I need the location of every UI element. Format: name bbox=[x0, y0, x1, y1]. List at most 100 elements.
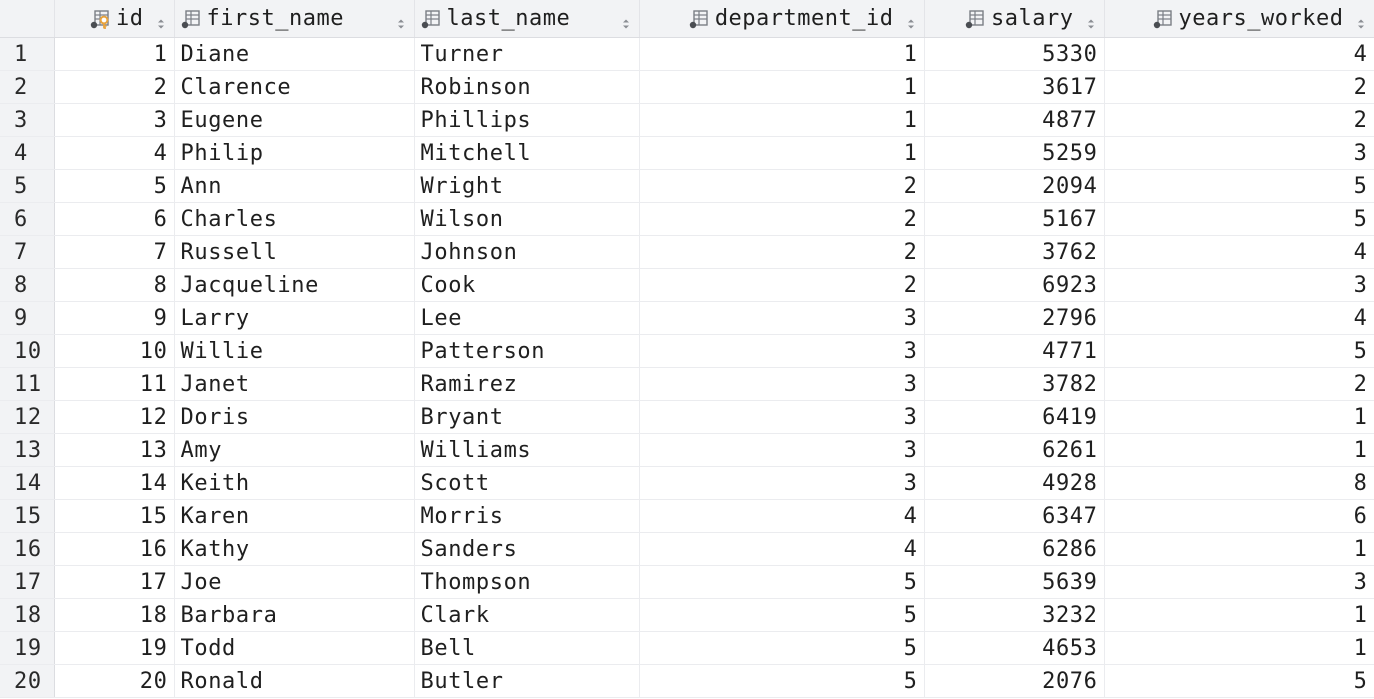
cell-id[interactable]: 17 bbox=[54, 565, 175, 599]
table-row[interactable]: 16 16 Kathy Sanders 4 6286 1 bbox=[0, 532, 1374, 566]
cell-last-name[interactable]: Thompson bbox=[414, 565, 640, 599]
cell-department-id[interactable]: 3 bbox=[639, 400, 925, 434]
table-row[interactable]: 6 6 Charles Wilson 2 5167 5 bbox=[0, 202, 1374, 236]
cell-department-id[interactable]: 5 bbox=[639, 664, 925, 698]
cell-last-name[interactable]: Wright bbox=[414, 169, 640, 203]
row-number[interactable]: 10 bbox=[0, 334, 55, 368]
cell-last-name[interactable]: Wilson bbox=[414, 202, 640, 236]
cell-last-name[interactable]: Butler bbox=[414, 664, 640, 698]
cell-id[interactable]: 12 bbox=[54, 400, 175, 434]
cell-salary[interactable]: 2796 bbox=[924, 301, 1105, 335]
cell-department-id[interactable]: 2 bbox=[639, 202, 925, 236]
row-number[interactable]: 1 bbox=[0, 37, 55, 71]
sort-icon[interactable] bbox=[396, 12, 406, 28]
cell-years-worked[interactable]: 3 bbox=[1104, 136, 1374, 170]
row-number[interactable]: 7 bbox=[0, 235, 55, 269]
cell-last-name[interactable]: Sanders bbox=[414, 532, 640, 566]
cell-last-name[interactable]: Scott bbox=[414, 466, 640, 500]
cell-years-worked[interactable]: 4 bbox=[1104, 37, 1374, 71]
cell-last-name[interactable]: Morris bbox=[414, 499, 640, 533]
cell-years-worked[interactable]: 1 bbox=[1104, 400, 1374, 434]
row-number[interactable]: 4 bbox=[0, 136, 55, 170]
cell-years-worked[interactable]: 2 bbox=[1104, 70, 1374, 104]
cell-first-name[interactable]: Joe bbox=[174, 565, 415, 599]
cell-last-name[interactable]: Ramirez bbox=[414, 367, 640, 401]
cell-last-name[interactable]: Robinson bbox=[414, 70, 640, 104]
cell-first-name[interactable]: Ronald bbox=[174, 664, 415, 698]
cell-first-name[interactable]: Willie bbox=[174, 334, 415, 368]
row-number[interactable]: 5 bbox=[0, 169, 55, 203]
cell-first-name[interactable]: Russell bbox=[174, 235, 415, 269]
cell-department-id[interactable]: 1 bbox=[639, 103, 925, 137]
sort-icon[interactable] bbox=[906, 12, 916, 28]
table-row[interactable]: 15 15 Karen Morris 4 6347 6 bbox=[0, 499, 1374, 533]
cell-id[interactable]: 1 bbox=[54, 37, 175, 71]
cell-salary[interactable]: 4928 bbox=[924, 466, 1105, 500]
cell-salary[interactable]: 3782 bbox=[924, 367, 1105, 401]
cell-id[interactable]: 16 bbox=[54, 532, 175, 566]
cell-years-worked[interactable]: 8 bbox=[1104, 466, 1374, 500]
cell-salary[interactable]: 6419 bbox=[924, 400, 1105, 434]
cell-last-name[interactable]: Bell bbox=[414, 631, 640, 665]
column-header-last-name[interactable]: last_name bbox=[414, 0, 640, 38]
row-number[interactable]: 9 bbox=[0, 301, 55, 335]
cell-id[interactable]: 14 bbox=[54, 466, 175, 500]
cell-id[interactable]: 15 bbox=[54, 499, 175, 533]
cell-years-worked[interactable]: 1 bbox=[1104, 598, 1374, 632]
cell-department-id[interactable]: 4 bbox=[639, 532, 925, 566]
cell-last-name[interactable]: Bryant bbox=[414, 400, 640, 434]
cell-id[interactable]: 6 bbox=[54, 202, 175, 236]
row-number[interactable]: 17 bbox=[0, 565, 55, 599]
cell-salary[interactable]: 5639 bbox=[924, 565, 1105, 599]
cell-first-name[interactable]: Todd bbox=[174, 631, 415, 665]
table-row[interactable]: 2 2 Clarence Robinson 1 3617 2 bbox=[0, 70, 1374, 104]
row-number[interactable]: 3 bbox=[0, 103, 55, 137]
cell-first-name[interactable]: Diane bbox=[174, 37, 415, 71]
cell-salary[interactable]: 3232 bbox=[924, 598, 1105, 632]
table-row[interactable]: 8 8 Jacqueline Cook 2 6923 3 bbox=[0, 268, 1374, 302]
table-row[interactable]: 14 14 Keith Scott 3 4928 8 bbox=[0, 466, 1374, 500]
cell-years-worked[interactable]: 6 bbox=[1104, 499, 1374, 533]
cell-last-name[interactable]: Cook bbox=[414, 268, 640, 302]
cell-years-worked[interactable]: 5 bbox=[1104, 664, 1374, 698]
cell-first-name[interactable]: Karen bbox=[174, 499, 415, 533]
cell-department-id[interactable]: 3 bbox=[639, 433, 925, 467]
table-row[interactable]: 5 5 Ann Wright 2 2094 5 bbox=[0, 169, 1374, 203]
cell-first-name[interactable]: Janet bbox=[174, 367, 415, 401]
cell-department-id[interactable]: 5 bbox=[639, 565, 925, 599]
cell-salary[interactable]: 4771 bbox=[924, 334, 1105, 368]
cell-salary[interactable]: 5259 bbox=[924, 136, 1105, 170]
cell-last-name[interactable]: Patterson bbox=[414, 334, 640, 368]
cell-first-name[interactable]: Eugene bbox=[174, 103, 415, 137]
cell-years-worked[interactable]: 3 bbox=[1104, 268, 1374, 302]
cell-years-worked[interactable]: 5 bbox=[1104, 202, 1374, 236]
cell-id[interactable]: 18 bbox=[54, 598, 175, 632]
table-row[interactable]: 12 12 Doris Bryant 3 6419 1 bbox=[0, 400, 1374, 434]
cell-id[interactable]: 7 bbox=[54, 235, 175, 269]
table-row[interactable]: 4 4 Philip Mitchell 1 5259 3 bbox=[0, 136, 1374, 170]
cell-department-id[interactable]: 3 bbox=[639, 334, 925, 368]
cell-department-id[interactable]: 3 bbox=[639, 367, 925, 401]
cell-last-name[interactable]: Phillips bbox=[414, 103, 640, 137]
cell-salary[interactable]: 6261 bbox=[924, 433, 1105, 467]
table-row[interactable]: 19 19 Todd Bell 5 4653 1 bbox=[0, 631, 1374, 665]
cell-last-name[interactable]: Lee bbox=[414, 301, 640, 335]
table-row[interactable]: 20 20 Ronald Butler 5 2076 5 bbox=[0, 664, 1374, 698]
row-number[interactable]: 15 bbox=[0, 499, 55, 533]
cell-first-name[interactable]: Clarence bbox=[174, 70, 415, 104]
cell-department-id[interactable]: 5 bbox=[639, 631, 925, 665]
cell-id[interactable]: 5 bbox=[54, 169, 175, 203]
cell-last-name[interactable]: Turner bbox=[414, 37, 640, 71]
cell-last-name[interactable]: Clark bbox=[414, 598, 640, 632]
cell-years-worked[interactable]: 5 bbox=[1104, 169, 1374, 203]
cell-salary[interactable]: 6286 bbox=[924, 532, 1105, 566]
row-number[interactable]: 19 bbox=[0, 631, 55, 665]
cell-salary[interactable]: 2094 bbox=[924, 169, 1105, 203]
table-row[interactable]: 7 7 Russell Johnson 2 3762 4 bbox=[0, 235, 1374, 269]
cell-id[interactable]: 19 bbox=[54, 631, 175, 665]
table-row[interactable]: 1 1 Diane Turner 1 5330 4 bbox=[0, 37, 1374, 71]
cell-first-name[interactable]: Doris bbox=[174, 400, 415, 434]
cell-years-worked[interactable]: 2 bbox=[1104, 367, 1374, 401]
cell-department-id[interactable]: 2 bbox=[639, 268, 925, 302]
cell-salary[interactable]: 4653 bbox=[924, 631, 1105, 665]
